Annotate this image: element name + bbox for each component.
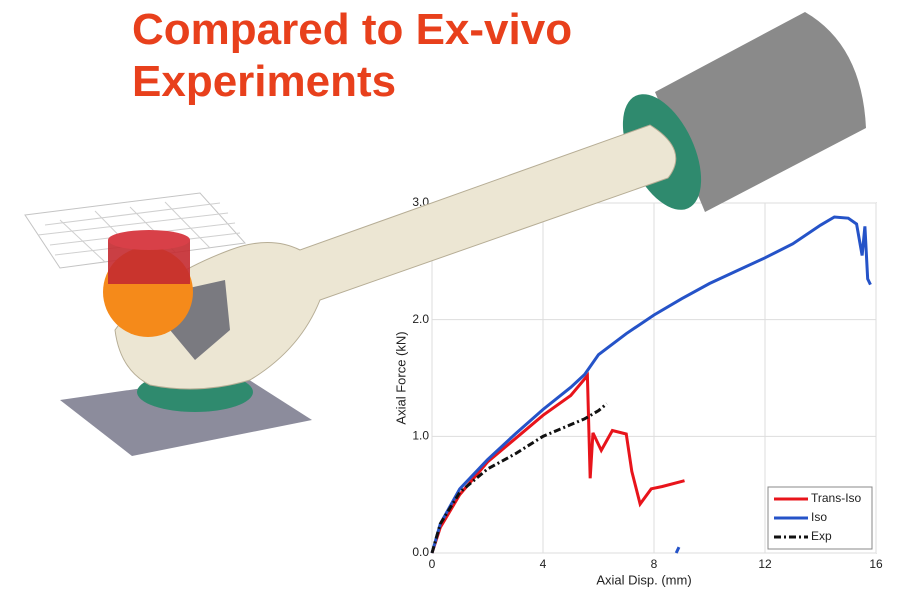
legend-label: Trans-Iso [811,491,862,505]
slide: 04812160.01.02.03.0Axial Disp. (mm)Axial… [0,0,904,590]
slide-title: Compared to Ex-vivo Experiments [132,4,692,108]
x-tick-label: 12 [758,557,772,571]
x-axis-label: Axial Disp. (mm) [596,572,691,587]
y-tick-label: 0.0 [412,545,429,559]
legend-label: Exp [811,529,832,543]
y-tick-label: 2.0 [412,312,429,326]
x-tick-label: 16 [869,557,883,571]
y-axis-label: Axial Force (kN) [393,331,408,424]
x-tick-label: 8 [651,557,658,571]
x-tick-label: 4 [540,557,547,571]
y-tick-label: 1.0 [412,429,429,443]
x-tick-label: 0 [429,557,436,571]
legend-label: Iso [811,510,827,524]
